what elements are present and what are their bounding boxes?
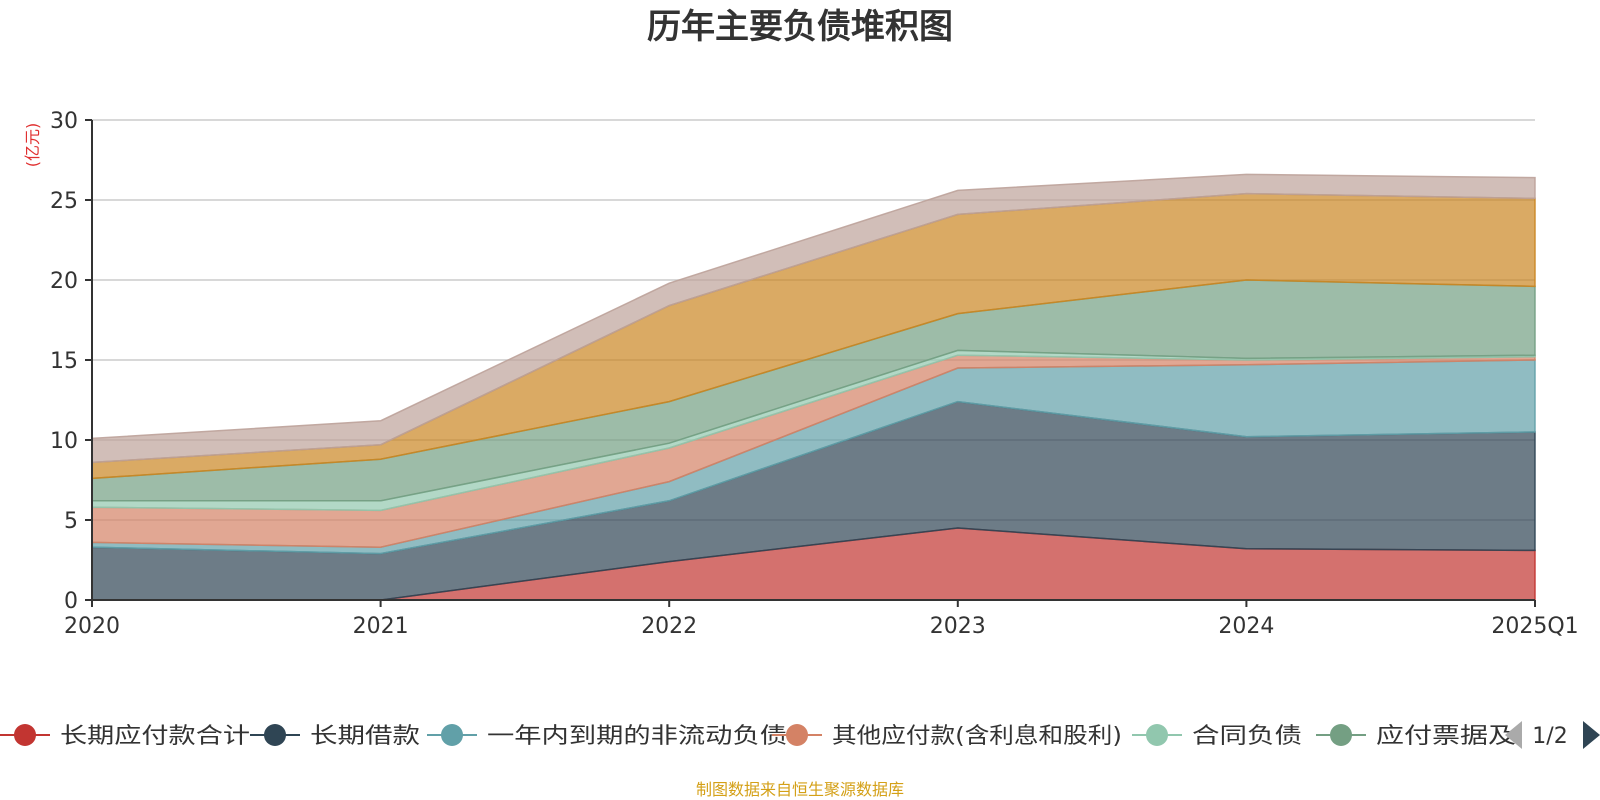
x-tick-label: 2023	[930, 614, 986, 639]
x-tick-label: 2024	[1218, 614, 1274, 639]
legend-page-indicator: 1/2	[1532, 724, 1567, 749]
y-tick-label: 0	[64, 589, 78, 614]
legend: 长期应付款合计 长期借款 一年内到期的非流动负债 其他应付款(含利息和股利) 合同负债 应…	[0, 724, 1516, 749]
legend-circle-marker	[786, 724, 808, 746]
y-tick-label: 15	[50, 349, 78, 374]
legend-item-5[interactable]: 合同负债	[1132, 724, 1302, 749]
x-tick-label: 2022	[641, 614, 697, 639]
legend-item-3[interactable]: 一年内到期的非流动负债	[427, 724, 787, 749]
y-tick-label: 25	[50, 189, 78, 214]
y-tick-label: 10	[50, 429, 78, 454]
legend-label: 一年内到期的非流动负债	[487, 724, 787, 749]
x-tick-label: 2025Q1	[1491, 614, 1578, 639]
legend-circle-marker	[264, 724, 286, 746]
y-tick-label: 5	[64, 509, 78, 534]
legend-item-1[interactable]: 长期应付款合计	[0, 724, 250, 749]
chart-title: 历年主要负债堆积图	[647, 7, 953, 47]
legend-label: 合同负债	[1192, 724, 1302, 749]
legend-label: 其他应付款(含利息和股利)	[832, 724, 1122, 749]
legend-pager: 1/2	[1505, 721, 1600, 749]
legend-next-button[interactable]	[1583, 721, 1600, 749]
legend-circle-marker	[1330, 724, 1352, 746]
area-series-8[interactable]	[91, 173, 1536, 464]
legend-prev-button[interactable]	[1505, 721, 1522, 749]
y-tick-label: 30	[50, 109, 78, 134]
legend-item-6[interactable]: 应付票据及	[1316, 724, 1516, 749]
y-axis-ticks: 0 5 10 15 20 25 30	[50, 109, 92, 614]
x-tick-label: 2020	[64, 614, 120, 639]
y-tick-label: 20	[50, 269, 78, 294]
x-tick-label: 2021	[353, 614, 409, 639]
legend-label: 应付票据及	[1376, 724, 1516, 749]
legend-circle-marker	[1146, 724, 1168, 746]
legend-label: 长期借款	[310, 724, 420, 749]
x-axis-ticks: 2020 2021 2022 2023 2024 2025Q1	[64, 600, 1579, 639]
legend-item-2[interactable]: 长期借款	[250, 724, 420, 749]
legend-item-4[interactable]: 其他应付款(含利息和股利)	[772, 724, 1122, 749]
legend-circle-marker	[441, 724, 463, 746]
legend-circle-marker	[14, 724, 36, 746]
y-axis-unit-label: (亿元)	[23, 123, 42, 168]
legend-label: 长期应付款合计	[60, 724, 250, 749]
data-source-footer: 制图数据来自恒生聚源数据库	[696, 780, 904, 799]
area-series-group	[91, 173, 1536, 601]
